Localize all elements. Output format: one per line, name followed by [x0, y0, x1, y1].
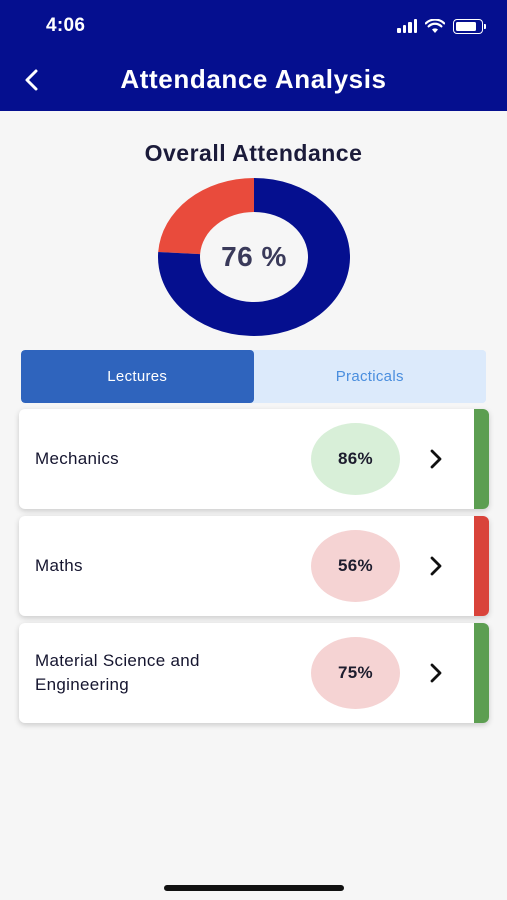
present-segment — [158, 178, 350, 336]
attendance-percent-badge: 56% — [311, 530, 400, 602]
tab-practicals[interactable]: Practicals — [253, 350, 486, 403]
subject-name: Maths — [35, 556, 83, 575]
status-strip — [474, 623, 489, 723]
subject-card-material-science[interactable]: Material Science and Engineering 75% — [19, 623, 489, 723]
attendance-percent-badge: 75% — [311, 637, 400, 709]
status-strip — [474, 516, 489, 616]
home-indicator — [164, 885, 344, 891]
chevron-right-icon — [430, 663, 442, 683]
page-title: Attendance Analysis — [120, 64, 387, 94]
tab-lectures[interactable]: Lectures — [21, 350, 254, 403]
chevron-right-icon — [430, 449, 442, 469]
status-time: 4:06 — [46, 15, 86, 36]
attendance-percent-badge: 86% — [311, 423, 400, 495]
tab-bar: Lectures Practicals — [21, 350, 486, 403]
cellular-signal-icon — [397, 19, 417, 33]
status-strip — [474, 409, 489, 509]
overall-percent: 76 % — [221, 241, 287, 272]
absent-segment — [158, 178, 254, 255]
status-icons — [397, 16, 486, 36]
app-header: 4:06 Attendance Analysis — [0, 0, 507, 111]
subject-card-mechanics[interactable]: Mechanics 86% — [19, 409, 489, 509]
wifi-icon — [425, 18, 445, 33]
subject-name: Mechanics — [35, 449, 119, 468]
chevron-right-icon — [430, 556, 442, 576]
back-button[interactable] — [14, 62, 50, 98]
overall-attendance-title: Overall Attendance — [144, 140, 363, 166]
chevron-left-icon — [25, 69, 38, 91]
subject-name: Material Science and Engineering — [35, 651, 200, 694]
battery-icon — [453, 18, 486, 34]
subject-card-maths[interactable]: Maths 56% — [19, 516, 489, 616]
attendance-donut-chart — [158, 178, 350, 336]
